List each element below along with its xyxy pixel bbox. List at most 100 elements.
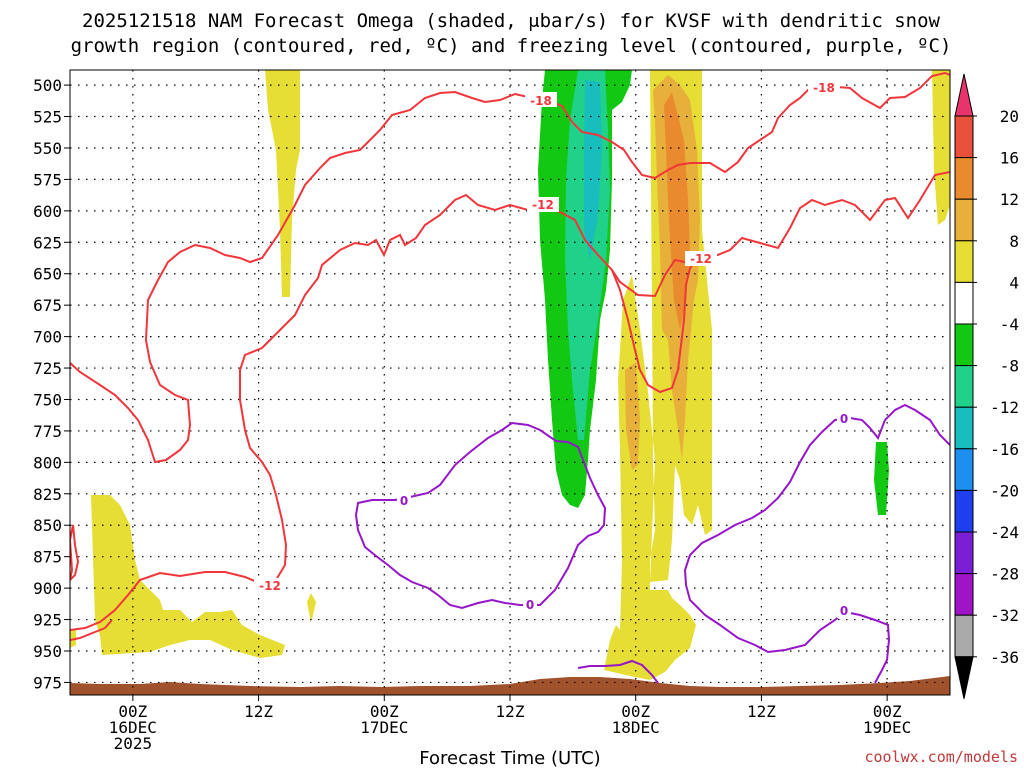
colorbar-top-arrow xyxy=(954,73,974,117)
colorbar-label: -20 xyxy=(990,481,1019,500)
dgz-label-minus12: -12 xyxy=(254,578,286,593)
y-tick-label: 950 xyxy=(33,642,62,661)
contour-labels: -18 -18 -12 -12 -12 0 xyxy=(254,79,851,618)
freezing-contour-0-bottom xyxy=(577,659,659,684)
colorbar-label: -32 xyxy=(990,606,1019,625)
freezing-label-0: 0 xyxy=(837,411,851,426)
plot-area: -18 -18 -12 -12 -12 0 xyxy=(70,70,950,695)
svg-text:0: 0 xyxy=(400,494,408,508)
colorbar-swatch xyxy=(954,365,974,408)
dgz-contour-minus18 xyxy=(70,71,950,464)
colorbar-label: -16 xyxy=(990,440,1019,459)
y-tick-label: 850 xyxy=(33,516,62,535)
chart-title-line2: growth region (contoured, red, ºC) and f… xyxy=(71,35,952,57)
dgz-contours xyxy=(70,71,950,641)
dgz-label-minus12: -12 xyxy=(685,251,717,266)
colorbar-swatch xyxy=(954,406,974,450)
colorbar-label: -4 xyxy=(1000,315,1019,334)
freezing-label-0: 0 xyxy=(837,603,851,618)
credit-text: coolwx.com/models xyxy=(864,748,1018,766)
colorbar-label: -24 xyxy=(990,523,1019,542)
svg-text:-12: -12 xyxy=(532,198,554,212)
colorbar-swatch xyxy=(954,281,974,325)
dgz-contour-minus12-inner xyxy=(611,261,696,394)
colorbar-swatch xyxy=(954,531,974,575)
y-tick-label: 750 xyxy=(33,390,62,409)
svg-text:0: 0 xyxy=(840,604,848,618)
gridlines xyxy=(70,70,950,695)
y-tick-label: 500 xyxy=(33,76,62,95)
y-tick-label: 600 xyxy=(33,202,62,221)
x-tick-label: 12Z xyxy=(496,702,525,721)
colorbar-label: 4 xyxy=(1009,273,1019,292)
y-axis: 500 525 550 575 600 625 650 675 700 725 750 775 800 8… xyxy=(33,76,70,692)
colorbar-swatch xyxy=(954,614,974,658)
colorbar-label: 12 xyxy=(1000,190,1019,209)
freezing-contour-0 xyxy=(354,421,607,610)
chart-title-line1: 2025121518 NAM Forecast Omega (shaded, μ… xyxy=(82,10,940,32)
colorbar-swatch xyxy=(954,448,974,491)
y-tick-label: 725 xyxy=(33,359,62,378)
svg-text:-12: -12 xyxy=(690,252,712,266)
colorbar-label: 16 xyxy=(1000,149,1019,168)
omega-yellow-region xyxy=(91,495,285,658)
svg-text:0: 0 xyxy=(840,412,848,426)
omega-cyan-region xyxy=(584,80,602,260)
freezing-label-0: 0 xyxy=(397,493,411,508)
freezing-label-0: 0 xyxy=(523,597,537,612)
x-tick-label: 00Z xyxy=(370,702,399,721)
colorbar-swatch xyxy=(954,240,974,283)
colorbar-swatch xyxy=(954,323,974,367)
y-tick-label: 925 xyxy=(33,611,62,630)
svg-text:-18: -18 xyxy=(813,81,835,95)
terrain-ground xyxy=(70,676,950,695)
omega-yellow-region xyxy=(265,70,300,297)
y-tick-label: 800 xyxy=(33,453,62,472)
y-tick-label: 550 xyxy=(33,139,62,158)
svg-text:0: 0 xyxy=(526,598,534,612)
y-tick-label: 625 xyxy=(33,233,62,252)
x-tick-label: 12Z xyxy=(244,702,273,721)
dgz-contour-minus12-upper xyxy=(70,171,950,641)
omega-green-region xyxy=(874,442,889,515)
x-tick-label: 00Z xyxy=(118,702,147,721)
dgz-contour-minus12 xyxy=(70,524,263,631)
y-tick-label: 700 xyxy=(33,328,62,347)
x-tick-label: 00Z xyxy=(873,702,902,721)
svg-text:-18: -18 xyxy=(530,94,552,108)
colorbar-label: -12 xyxy=(990,398,1019,417)
colorbar-label: 8 xyxy=(1009,232,1019,251)
y-tick-label: 775 xyxy=(33,422,62,441)
svg-text:-12: -12 xyxy=(259,579,281,593)
dgz-label-minus12: -12 xyxy=(527,197,559,212)
x-tick-label: 12Z xyxy=(747,702,776,721)
y-tick-label: 975 xyxy=(33,673,62,692)
y-tick-label: 525 xyxy=(33,108,62,127)
x-tick-label: 17DEC xyxy=(360,718,408,737)
x-axis-title: Forecast Time (UTC) xyxy=(419,748,600,768)
colorbar-swatch xyxy=(954,115,974,159)
y-tick-label: 675 xyxy=(33,296,62,315)
omega-dark-orange-region xyxy=(664,92,690,330)
y-tick-label: 575 xyxy=(33,170,62,189)
omega-orange-region xyxy=(625,362,640,470)
dgz-label-minus18: -18 xyxy=(525,92,557,108)
colorbar-swatch xyxy=(954,489,974,533)
colorbar-label: -28 xyxy=(990,565,1019,584)
y-tick-label: 875 xyxy=(33,548,62,567)
y-tick-label: 825 xyxy=(33,485,62,504)
freezing-contour-0-right xyxy=(683,403,950,684)
colorbar-swatch xyxy=(954,198,974,242)
colorbar: 20 16 12 8 4 -4 -8 -12 -16 -20 -24 -28 -32 -36 xyxy=(954,73,1019,699)
x-tick-label: 19DEC xyxy=(863,718,911,737)
x-tick-label: 00Z xyxy=(621,702,650,721)
x-tick-label: 18DEC xyxy=(612,718,660,737)
x-tick-label: 2025 xyxy=(114,734,153,753)
y-tick-label: 650 xyxy=(33,265,62,284)
omega-yellow-region xyxy=(932,70,950,225)
x-tick-label: 16DEC xyxy=(109,718,157,737)
colorbar-label: -8 xyxy=(1000,357,1019,376)
omega-yellow-region xyxy=(307,593,316,623)
